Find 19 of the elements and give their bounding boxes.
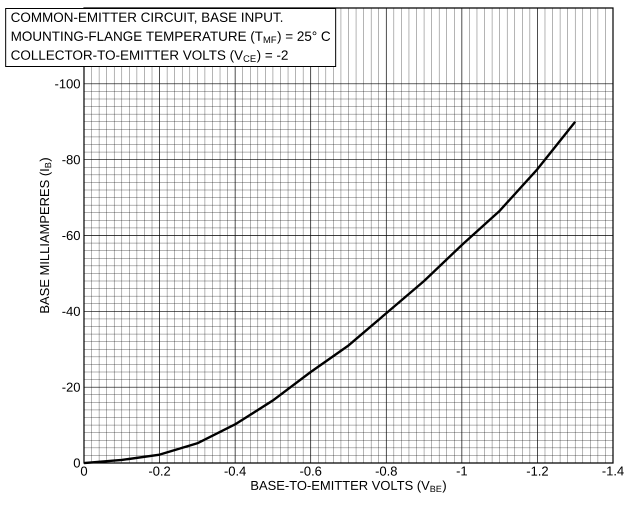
- chart-title: COMMON-EMITTER CIRCUIT, BASE INPUT.: [11, 12, 282, 24]
- x-tick-label: 0: [80, 466, 88, 476]
- x-axis-title: BASE-TO-EMITTER VOLTS (V$_{BE}$): [251, 480, 446, 493]
- x-tick-label: -1.4: [602, 466, 624, 476]
- x-tick-label: -1: [456, 466, 467, 476]
- x-tick-label: -0.2: [148, 466, 170, 476]
- y-tick-label: -80: [62, 155, 80, 164]
- y-tick-label: -20: [62, 382, 80, 392]
- x-tick-label: -0.6: [300, 466, 322, 476]
- annotation: MOUNTING-FLANGE TEMPERATURE (T$_{MF}$) = 25° C: [12, 31, 330, 44]
- annotation: COLLECTOR-TO-EMITTER VOLTS (V$_{CE}$) = -2: [11, 50, 288, 63]
- y-tick-label: -60: [62, 230, 80, 240]
- x-tick-label: -1.2: [526, 466, 548, 476]
- x-tick-label: -0.4: [224, 466, 246, 476]
- x-tick-label: -0.8: [376, 466, 397, 476]
- y-axis-title: BASE MILLIAMPERES (I$_{B}$): [40, 158, 52, 313]
- y-tick-label: -40: [62, 306, 80, 316]
- y-tick-label: -100: [55, 79, 80, 88]
- y-tick-label: 0: [74, 458, 80, 468]
